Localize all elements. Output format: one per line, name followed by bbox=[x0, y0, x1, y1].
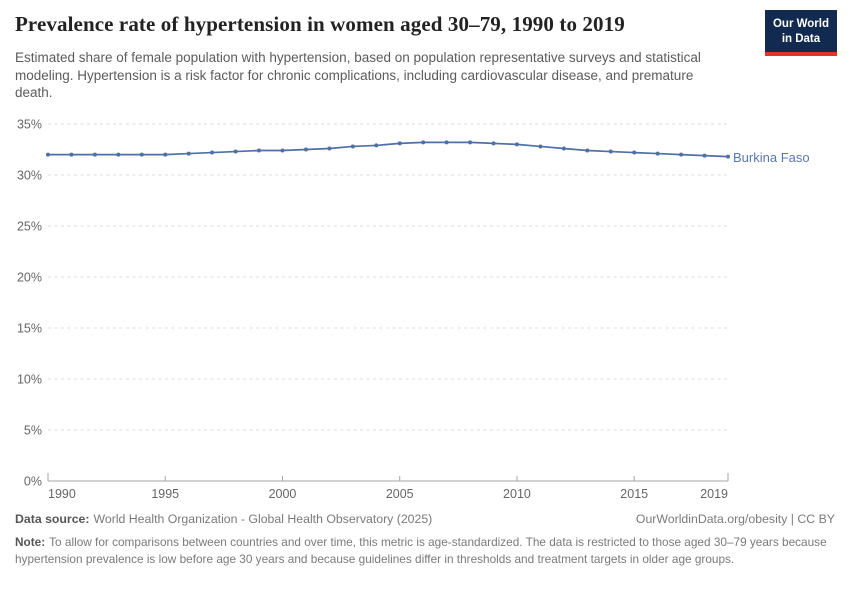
x-axis-tick-label: 2000 bbox=[269, 487, 297, 501]
data-point[interactable] bbox=[139, 152, 144, 157]
chart-note: Note: To allow for comparisons between co… bbox=[15, 534, 835, 567]
data-point[interactable] bbox=[327, 146, 332, 151]
data-point[interactable] bbox=[257, 148, 262, 153]
chart-footer: Data source: World Health Organization - … bbox=[15, 512, 835, 567]
data-point[interactable] bbox=[491, 141, 496, 146]
chart-subtitle: Estimated share of female population wit… bbox=[15, 50, 701, 100]
x-axis-tick-label: 1995 bbox=[151, 487, 179, 501]
data-point[interactable] bbox=[350, 144, 355, 149]
y-axis-tick-label: 10% bbox=[17, 373, 42, 387]
y-axis-tick-label: 5% bbox=[24, 424, 42, 438]
y-axis-tick-label: 30% bbox=[17, 169, 42, 183]
chart-note-text: To allow for comparisons between countri… bbox=[15, 535, 827, 566]
data-point[interactable] bbox=[303, 147, 308, 152]
data-point[interactable] bbox=[92, 152, 97, 157]
data-point[interactable] bbox=[444, 140, 449, 145]
data-point[interactable] bbox=[421, 140, 426, 145]
data-point[interactable] bbox=[468, 140, 473, 145]
chart-note-label: Note: bbox=[15, 535, 46, 549]
data-point[interactable] bbox=[632, 150, 637, 155]
data-point[interactable] bbox=[69, 152, 74, 157]
data-point[interactable] bbox=[233, 149, 238, 154]
data-point[interactable] bbox=[514, 142, 519, 147]
x-axis-tick-label: 1990 bbox=[48, 487, 76, 501]
data-point[interactable] bbox=[186, 151, 191, 156]
data-point[interactable] bbox=[608, 149, 613, 154]
series-label-burkina-faso: Burkina Faso bbox=[733, 150, 810, 165]
owid-logo-line1: Our World bbox=[772, 18, 829, 30]
data-point[interactable] bbox=[655, 151, 660, 156]
x-axis-tick-label: 2015 bbox=[620, 487, 648, 501]
data-point[interactable] bbox=[210, 150, 215, 155]
owid-logo-line2: in Data bbox=[781, 32, 821, 45]
data-point[interactable] bbox=[679, 152, 684, 157]
data-source: Data source: World Health Organization - … bbox=[15, 512, 432, 526]
x-axis-tick-label: 2019 bbox=[700, 487, 728, 501]
owid-logo: Our World in Data bbox=[764, 10, 837, 56]
data-point[interactable] bbox=[702, 153, 707, 158]
data-point[interactable] bbox=[46, 152, 50, 157]
data-line-burkina-faso[interactable] bbox=[48, 141, 729, 158]
y-axis-tick-label: 0% bbox=[24, 475, 42, 489]
data-point[interactable] bbox=[374, 143, 379, 148]
page-title: Prevalence rate of hypertension in women… bbox=[15, 12, 625, 36]
y-axis-tick-label: 35% bbox=[17, 118, 42, 132]
data-point[interactable] bbox=[538, 144, 543, 149]
data-source-label: Data source: bbox=[15, 512, 90, 526]
data-point[interactable] bbox=[585, 148, 590, 153]
data-point[interactable] bbox=[397, 141, 402, 146]
data-point[interactable] bbox=[561, 146, 566, 151]
data-point[interactable] bbox=[280, 148, 285, 153]
x-axis-tick-label: 2005 bbox=[386, 487, 414, 501]
y-axis-tick-label: 15% bbox=[17, 322, 42, 336]
data-point[interactable] bbox=[163, 152, 168, 157]
data-point[interactable] bbox=[726, 154, 730, 159]
data-point[interactable] bbox=[116, 152, 121, 157]
y-axis-tick-label: 25% bbox=[17, 220, 42, 234]
license-link[interactable]: OurWorldinData.org/obesity | CC BY bbox=[635, 512, 835, 526]
y-axis-tick-label: 20% bbox=[17, 271, 42, 285]
x-axis-tick-label: 2010 bbox=[503, 487, 531, 501]
data-source-text: World Health Organization - Global Healt… bbox=[93, 512, 433, 526]
